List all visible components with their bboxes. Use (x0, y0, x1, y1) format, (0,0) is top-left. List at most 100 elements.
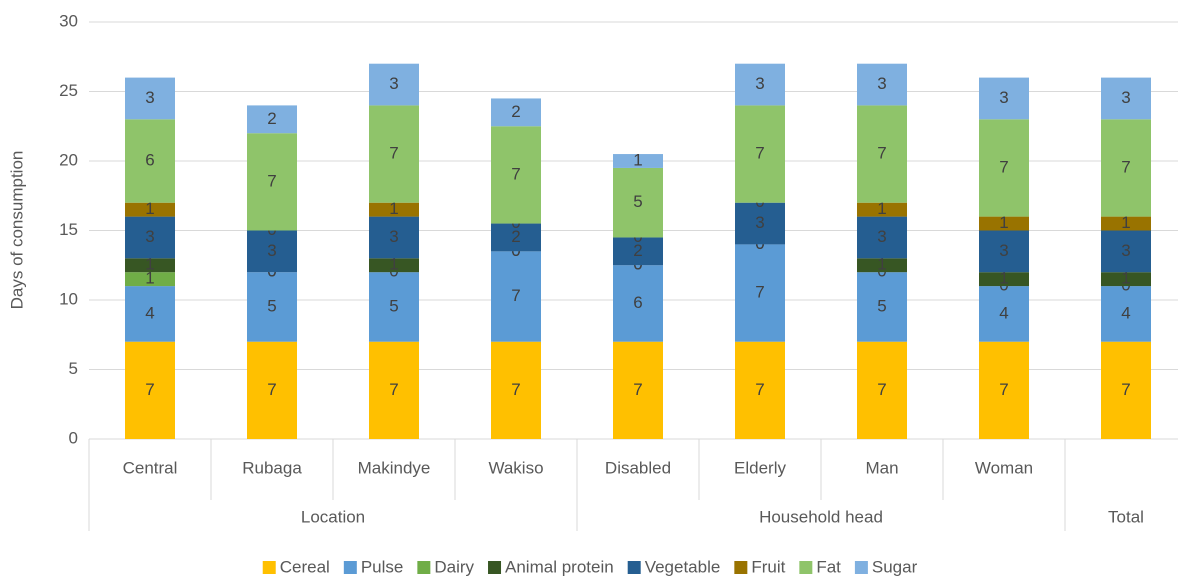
data-label: 7 (511, 380, 520, 399)
bar-segment (735, 202, 785, 245)
data-label: 1 (389, 199, 398, 218)
bar-segment (247, 133, 297, 231)
data-label: 1 (999, 269, 1008, 288)
data-label: 2 (511, 227, 520, 246)
data-label: 7 (389, 380, 398, 399)
bar-segment (735, 244, 785, 342)
legend-swatch (854, 561, 868, 574)
bar-segment (979, 77, 1029, 120)
bar-segment (491, 98, 541, 127)
x-tick-label: Woman (975, 458, 1033, 477)
bar-segment (857, 341, 907, 439)
bar-segment (369, 341, 419, 439)
bar-segment (857, 202, 907, 217)
y-tick-label: 5 (69, 359, 78, 378)
bar-segment (125, 119, 175, 203)
data-label: 3 (145, 227, 154, 246)
bar-segment (125, 202, 175, 217)
x-tick-label: Makindye (358, 458, 431, 477)
data-label: 7 (877, 144, 886, 163)
data-label: 1 (999, 213, 1008, 232)
data-label: 7 (633, 380, 642, 399)
bar-segment (369, 258, 419, 273)
data-label: 1 (145, 269, 154, 288)
data-label: 7 (267, 380, 276, 399)
data-label: 4 (1121, 303, 1130, 322)
group-label: Household head (759, 507, 883, 526)
data-label: 5 (633, 192, 642, 211)
data-label: 2 (267, 109, 276, 128)
bar-segment (247, 272, 297, 342)
legend-label: Animal protein (505, 557, 614, 576)
legend-label: Vegetable (645, 557, 721, 576)
data-label: 2 (633, 241, 642, 260)
x-tick-label: Wakiso (488, 458, 543, 477)
bar-segment (1101, 272, 1151, 287)
bar-segment (491, 126, 541, 224)
data-label: 1 (1121, 269, 1130, 288)
data-label: 7 (267, 171, 276, 190)
y-tick-label: 10 (59, 289, 78, 308)
bar-segment (125, 216, 175, 259)
data-label: 7 (999, 380, 1008, 399)
bar-segment (369, 272, 419, 342)
data-label: 1 (145, 199, 154, 218)
y-tick-label: 20 (59, 150, 78, 169)
x-tick-label: Elderly (734, 458, 786, 477)
bar-segment (491, 341, 541, 439)
legend-label: Fat (816, 557, 841, 576)
data-label: 3 (755, 213, 764, 232)
bar-segment (491, 251, 541, 342)
legend-swatch (262, 561, 276, 574)
bar-segment (857, 272, 907, 342)
x-tick-label: Man (865, 458, 898, 477)
data-label: 3 (1121, 88, 1130, 107)
bar-segment (979, 216, 1029, 231)
legend-swatch (343, 561, 357, 574)
bar-segment (125, 272, 175, 287)
data-label: 1 (877, 255, 886, 274)
bar-segment (857, 105, 907, 203)
legend-swatch (488, 561, 502, 574)
bar-segment (979, 272, 1029, 287)
bar-segment (369, 105, 419, 203)
y-tick-label: 25 (59, 81, 78, 100)
bar-segment (247, 341, 297, 439)
bar-segment (125, 341, 175, 439)
legend-label: Sugar (872, 557, 918, 576)
data-label: 1 (145, 255, 154, 274)
legend-swatch (799, 561, 813, 574)
bar-segment (125, 258, 175, 273)
bar-segment (369, 63, 419, 106)
bar-segment (979, 119, 1029, 217)
bar-segment (613, 341, 663, 439)
bar-segment (857, 216, 907, 259)
data-label: 5 (267, 296, 276, 315)
bar-segment (613, 167, 663, 238)
data-label: 3 (755, 74, 764, 93)
data-label: 3 (999, 241, 1008, 260)
data-label: 3 (389, 227, 398, 246)
data-label: 7 (145, 380, 154, 399)
data-label: 3 (145, 88, 154, 107)
bar-segment (1101, 230, 1151, 273)
bar-segment (1101, 119, 1151, 217)
data-label: 7 (877, 380, 886, 399)
y-tick-label: 0 (69, 428, 78, 447)
bar-segment (247, 105, 297, 134)
data-label: 6 (633, 293, 642, 312)
data-label: 1 (1121, 213, 1130, 232)
legend-label: Pulse (361, 557, 404, 576)
legend-label: Fruit (751, 557, 785, 576)
bar-segment (1101, 286, 1151, 342)
bar-segment (613, 265, 663, 342)
data-label: 3 (999, 88, 1008, 107)
data-label: 2 (511, 102, 520, 121)
bar-segment (979, 286, 1029, 342)
data-label: 3 (389, 74, 398, 93)
data-label: 7 (1121, 380, 1130, 399)
legend-label: Dairy (434, 557, 474, 576)
bar-segment (125, 286, 175, 342)
legend-label: Cereal (280, 557, 330, 576)
